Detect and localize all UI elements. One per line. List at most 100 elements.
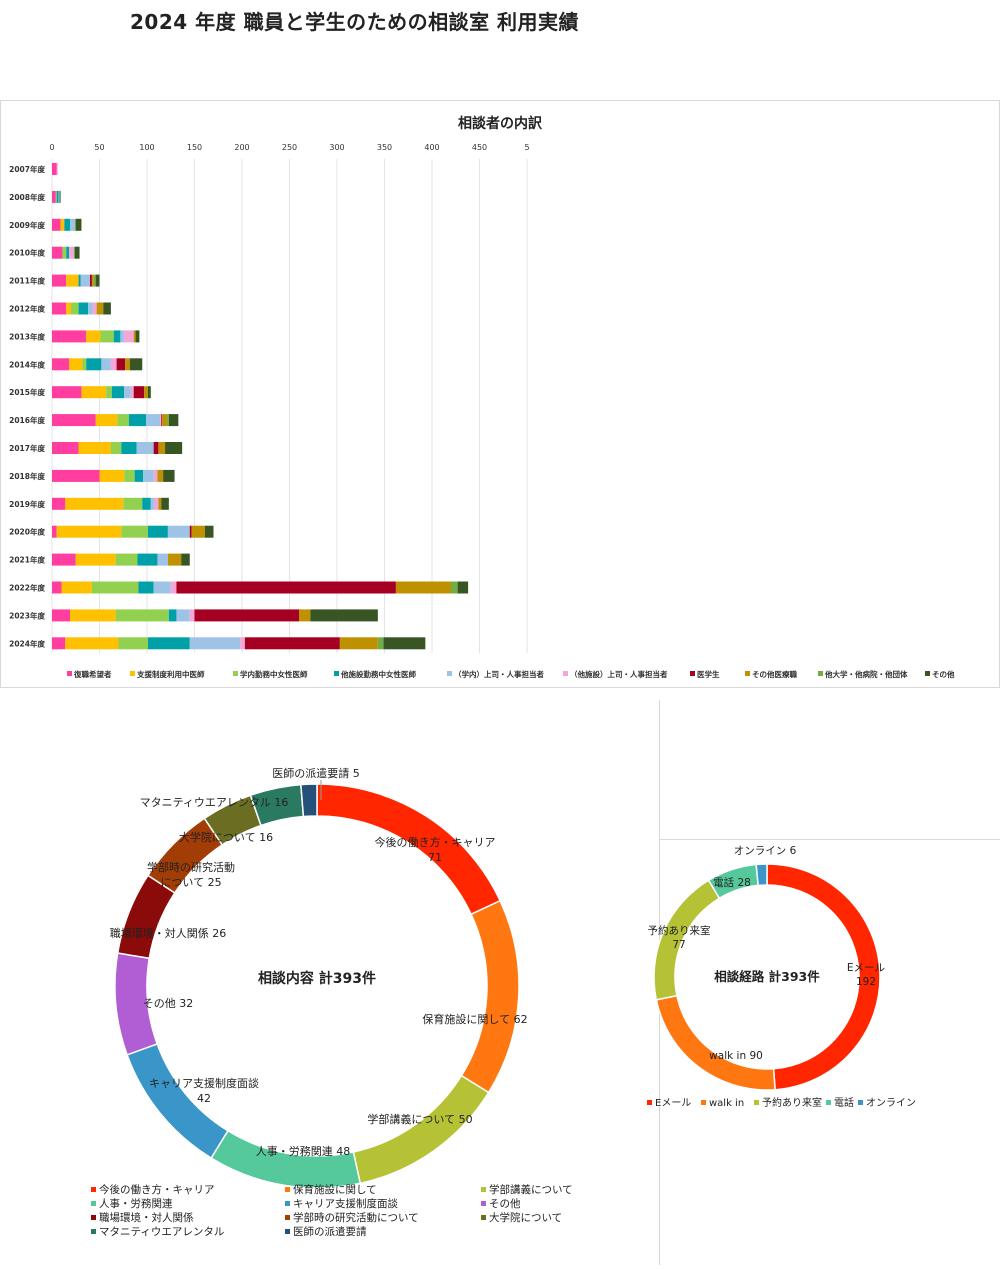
bar-segment [168, 414, 179, 427]
legend-label: 復職希望者 [73, 669, 112, 679]
bar-segment [124, 469, 135, 482]
x-tick-label: 400 [424, 143, 439, 152]
legend-swatch [91, 1215, 96, 1220]
legend-swatch [233, 671, 238, 676]
bar-segment [52, 163, 57, 175]
bar-segment [130, 386, 134, 399]
bar-segment [52, 246, 63, 259]
bar-segment [191, 525, 205, 538]
bar-segment [158, 497, 162, 510]
bar-segment [78, 302, 89, 315]
bar-segment [52, 637, 66, 650]
bar-segment [69, 246, 74, 259]
slice-label: 電話 28 [713, 876, 751, 889]
slice-label: 学部時の研究活動について 25 [147, 860, 235, 889]
bar-segment [142, 497, 151, 510]
legend-label: Eメール [655, 1098, 691, 1109]
bar-segment [160, 414, 162, 427]
bar-segment [70, 609, 116, 622]
legend-label: 学部講義について [489, 1183, 573, 1196]
donut-slice [126, 1042, 229, 1160]
bar-segment [65, 497, 124, 510]
bar-segment [95, 274, 100, 287]
bar-segment [95, 414, 118, 427]
donut-slice [300, 783, 318, 818]
legend-swatch [481, 1187, 486, 1192]
legend-label: 職場環境・対人関係 [99, 1211, 194, 1224]
bar-segment [181, 553, 190, 566]
bar-segment [310, 609, 378, 622]
bar-segment [65, 637, 119, 650]
bar-segment [165, 442, 183, 454]
bar-segment [52, 414, 96, 427]
legend-label: 医師の派遣要請 [293, 1225, 367, 1238]
slice-label: キャリア支援制度面談 42 [149, 1076, 259, 1105]
category-label: 2019年度 [9, 499, 45, 509]
bar-segment [167, 525, 190, 538]
bar-segment [118, 637, 148, 650]
legend-swatch [285, 1201, 290, 1206]
bar-segment [115, 609, 169, 622]
bar-segment [124, 386, 131, 399]
category-label: 2021年度 [9, 555, 45, 565]
x-tick-label: 200 [234, 143, 249, 152]
bar-segment [457, 581, 469, 594]
legend-swatch [745, 671, 750, 676]
bar-segment [52, 302, 67, 315]
bar-segment [189, 525, 192, 538]
bar-segment [64, 218, 71, 231]
bar-segment [56, 190, 59, 203]
bar-segment [110, 358, 117, 371]
legend-swatch [91, 1229, 96, 1234]
legend-swatch [563, 671, 568, 676]
legend-label: 保育施設に関して [293, 1183, 377, 1196]
bar-segment [204, 525, 214, 538]
bar-segment [153, 442, 159, 454]
bar-segment [124, 330, 134, 343]
bar-segment [147, 525, 168, 538]
x-tick-label: 250 [282, 143, 297, 152]
bar-segment [66, 246, 70, 259]
donut-slice [755, 863, 768, 887]
bar-segment [120, 330, 125, 343]
bar-segment [240, 637, 245, 650]
bar-segment [116, 358, 126, 371]
legend-swatch [701, 1100, 706, 1105]
slice-label: オンライン 6 [734, 845, 797, 857]
donut-center-label: 相談内容 計393件 [258, 970, 376, 987]
bar-segment [52, 358, 70, 371]
bar-segment [125, 358, 130, 371]
legend-label: 今後の働き方・キャリア [99, 1183, 215, 1196]
legend-label: 支援制度利用中医師 [136, 669, 205, 679]
bar-segment [189, 637, 241, 650]
slice-label: Eメール 192 [847, 962, 885, 988]
category-label: 2020年度 [9, 527, 45, 537]
bar-segment [168, 609, 177, 622]
bar-segment [106, 386, 112, 399]
legend-label: その他 [932, 669, 955, 679]
legend-label: その他 [489, 1197, 521, 1210]
category-label: 2010年度 [9, 248, 45, 258]
bar-segment [167, 553, 182, 566]
category-label: 2011年度 [9, 276, 45, 286]
bar-segment [121, 525, 148, 538]
legend-swatch [130, 671, 135, 676]
x-tick-label: 350 [377, 143, 392, 152]
slice-label: 今後の働き方・キャリア 71 [375, 835, 496, 864]
bar-segment [66, 274, 79, 287]
slice-label: 学部講義について 50 [367, 1112, 472, 1126]
bar-segment [103, 302, 111, 315]
bar-segment [52, 274, 67, 287]
bar-segment [299, 609, 311, 622]
bar-segment [153, 581, 171, 594]
bar-segment [136, 442, 154, 454]
chart-title: 相談者の内訳 [458, 115, 543, 132]
bar-segment [52, 442, 79, 454]
x-tick-label: 450 [472, 143, 487, 152]
bar-segment [52, 330, 87, 343]
bar-segment [56, 163, 58, 175]
category-label: 2024年度 [9, 638, 45, 648]
bar-segment [52, 386, 82, 399]
bar-segment [75, 218, 82, 231]
bar-segment [61, 581, 92, 594]
